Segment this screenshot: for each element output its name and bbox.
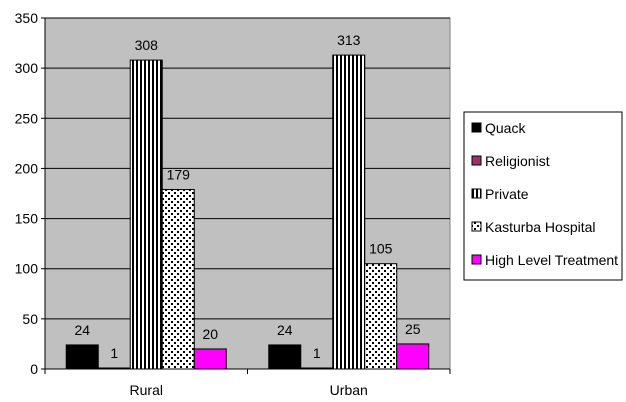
legend-label: High Level Treatment [485, 252, 618, 268]
data-label: 308 [135, 37, 159, 53]
data-label: 20 [202, 326, 218, 342]
category-label: Urban [330, 382, 368, 398]
data-label: 179 [167, 166, 191, 182]
legend-swatch [471, 221, 482, 232]
legend-label: Private [485, 186, 529, 202]
bar-kasturba-hospital-rural [161, 188, 195, 370]
axes-group: 0 50 100 150 200 250 300 350 Rural Urban [15, 10, 451, 398]
legend-swatch [471, 155, 482, 166]
legend-swatch [471, 254, 482, 265]
data-label: 25 [405, 321, 421, 337]
y-tick-label: 100 [15, 261, 39, 277]
bar-high-level-treatment-rural [193, 348, 227, 370]
y-tick-label: 250 [15, 110, 39, 126]
bar-quack-urban [268, 344, 302, 370]
data-labels-group: 24 1 308 179 20 24 1 313 105 25 [74, 32, 420, 361]
legend-label: Quack [485, 120, 526, 136]
data-label: 105 [369, 241, 393, 257]
data-label: 1 [313, 345, 321, 361]
bar-private-urban [332, 54, 366, 370]
legend-swatch [471, 188, 482, 199]
category-label: Rural [130, 382, 163, 398]
legend-label: Religionist [485, 153, 550, 169]
y-tick-label: 200 [15, 160, 39, 176]
legend: Quack Religionist Private Kasturba Hospital… [463, 111, 623, 281]
legend-label: Kasturba Hospital [485, 219, 596, 235]
bar-quack-rural [65, 344, 99, 370]
data-label: 24 [74, 322, 90, 338]
bar-high-level-treatment-urban [396, 343, 430, 370]
legend-box [463, 111, 623, 281]
y-tick-label: 350 [15, 10, 39, 26]
data-label: 313 [337, 32, 361, 48]
bars-group [65, 54, 430, 370]
bar-private-rural [129, 59, 163, 370]
data-label: 24 [277, 322, 293, 338]
y-tick-label: 300 [15, 60, 39, 76]
data-label: 1 [110, 345, 118, 361]
bar-kasturba-hospital-urban [364, 263, 398, 370]
legend-swatch [471, 122, 482, 133]
y-tick-label: 0 [30, 361, 38, 377]
y-tick-label: 150 [15, 211, 39, 227]
y-tick-label: 50 [22, 311, 38, 327]
